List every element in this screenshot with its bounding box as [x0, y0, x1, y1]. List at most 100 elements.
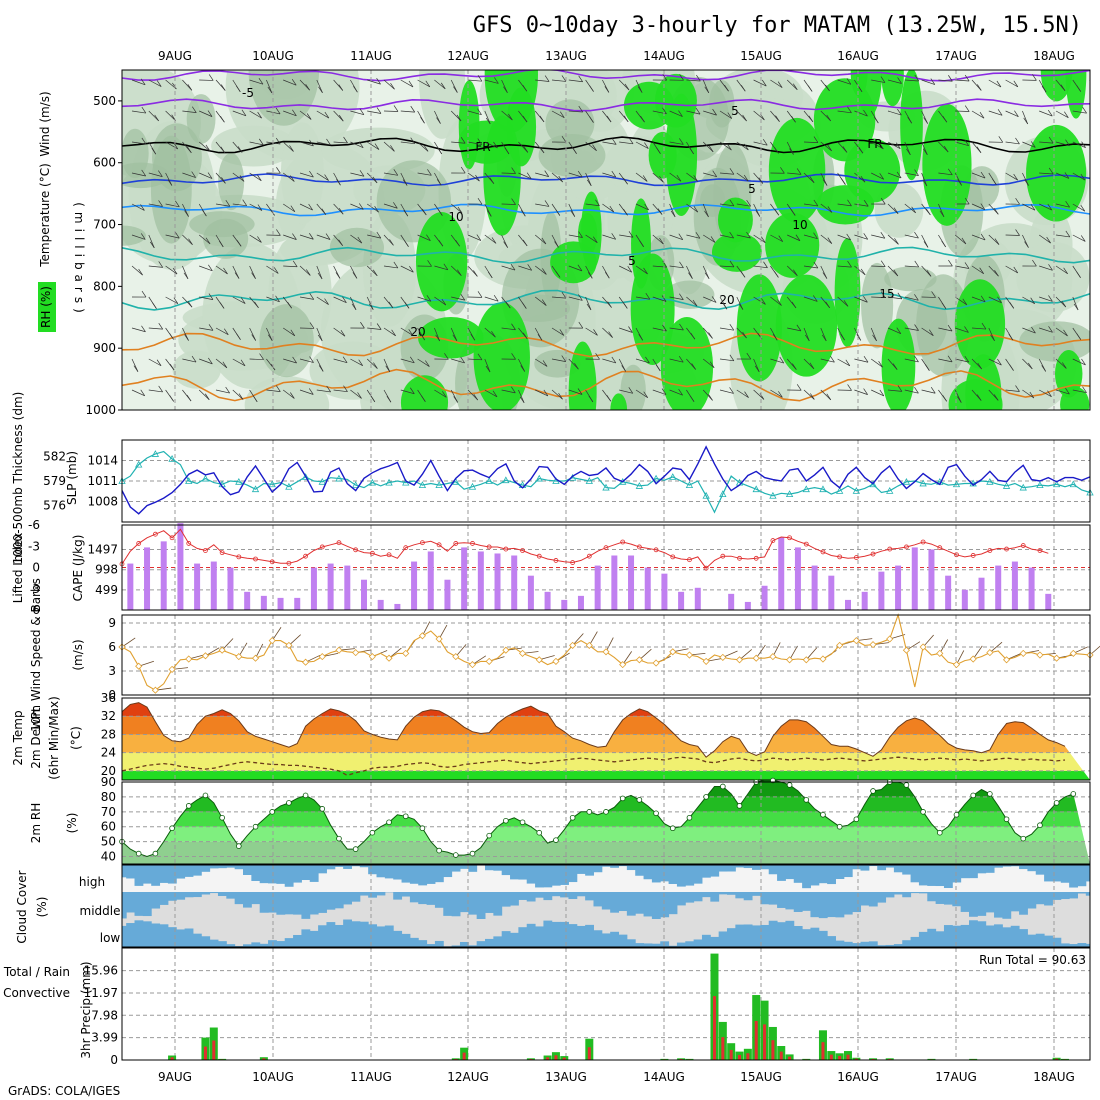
precip-conv-bar	[779, 1051, 783, 1060]
upper-wind-barb	[141, 290, 147, 298]
upper-wind-barb	[519, 396, 525, 403]
slp-tick: 1014	[87, 454, 118, 468]
cloud-high-bar	[1060, 865, 1070, 883]
wind-speed-point	[502, 646, 510, 654]
lifted-index-point	[386, 552, 392, 558]
rh-region-green	[568, 341, 597, 410]
upper-wind-barb	[165, 141, 178, 150]
cloud-high-bar	[259, 865, 269, 884]
cape-bar	[494, 553, 501, 610]
upper-wind-barb	[457, 269, 462, 276]
upper-wind-barb	[484, 141, 498, 149]
cape-bar	[210, 561, 217, 610]
cloud-high-bar	[1010, 865, 1020, 867]
rh-region-green	[922, 103, 972, 226]
upper-wind-barb	[534, 265, 547, 275]
wind-speed-point	[151, 686, 159, 694]
upper-wind-barb	[221, 177, 226, 184]
upper-wind-barb	[511, 167, 516, 174]
upper-wind-barb	[577, 388, 583, 395]
thickness-point	[919, 479, 927, 487]
upper-wind-barb	[813, 261, 819, 269]
upper-wind-barb	[787, 327, 801, 332]
upper-wind-barb	[372, 269, 378, 276]
lifted-index-point	[336, 540, 342, 546]
upper-wind-barb	[837, 358, 850, 367]
upper-wind-barb	[642, 175, 648, 182]
cloud-middle-bar	[752, 892, 761, 896]
upper-wind-barb	[686, 110, 701, 115]
cloud-middle-bar	[209, 892, 219, 894]
cloud-low-bar	[560, 921, 569, 947]
upper-wind-barb	[820, 141, 832, 152]
thickness-point	[652, 474, 660, 482]
upper-wind-barb	[1089, 141, 1090, 143]
upper-wind-barb	[962, 298, 968, 306]
cloud-high-bar	[918, 865, 928, 886]
upper-wind-barb	[693, 175, 698, 182]
upper-wind-barb	[561, 291, 567, 299]
upper-wind-barb	[696, 74, 701, 82]
cloud-middle-bar	[785, 892, 795, 910]
thickness-tick: 582	[43, 449, 66, 463]
lifted-index-point	[870, 551, 876, 557]
cloud-high-bar	[526, 865, 536, 884]
upper-wind-barb	[148, 172, 163, 177]
upper-wind-barb	[703, 172, 717, 178]
upper-wind-barb	[383, 234, 394, 246]
upper-wind-barb	[947, 324, 953, 332]
upper-wind-barb	[948, 75, 953, 82]
upper-wind-barb	[971, 110, 985, 119]
upper-wind-barb	[976, 146, 982, 153]
lifted-index-point	[853, 555, 859, 560]
thickness-point	[785, 490, 794, 498]
upper-wind-barb	[602, 141, 617, 145]
date-label-bottom: 9AUG	[158, 1070, 192, 1084]
upper-wind-barb	[719, 172, 734, 175]
upper-wind-barb	[551, 296, 566, 299]
upper-wind-barb	[587, 272, 593, 279]
upper-wind-barb	[165, 203, 180, 208]
upper-wind-barb	[393, 105, 399, 112]
upper-wind-barb	[774, 147, 779, 154]
upper-wind-barb	[473, 393, 479, 401]
rh2m-point	[786, 782, 793, 788]
rh2m-point	[903, 782, 910, 788]
thickness-point	[468, 482, 477, 490]
lifted-index-point	[553, 558, 559, 563]
precip-conv-bar	[821, 1042, 825, 1060]
cloud-middle-bar	[476, 892, 486, 919]
cape-bar	[961, 589, 968, 610]
upper-wind-barb	[820, 358, 835, 363]
rh2m-point	[135, 850, 142, 857]
wind-speed-point	[185, 655, 193, 663]
cloud-middle-bar	[1010, 892, 1020, 912]
upper-wind-barb	[316, 79, 323, 93]
rh2m-point	[970, 792, 976, 799]
cloud-middle-bar	[601, 892, 611, 910]
upper-wind-barb	[923, 148, 928, 155]
upper-wind-barb	[578, 105, 584, 113]
cape-bar	[294, 597, 301, 610]
upper-wind-barb	[359, 203, 364, 210]
upper-wind-barb	[1005, 234, 1020, 236]
cloud-low-bar	[635, 943, 645, 947]
lifted-index-point	[737, 555, 742, 561]
upper-wind-barb	[955, 327, 969, 333]
upper-wind-barb	[156, 80, 162, 87]
cloud-middle-bar	[818, 892, 828, 919]
upper-wind-barb	[158, 385, 163, 393]
upper-wind-barb	[955, 358, 969, 363]
upper-wind-barb	[158, 170, 163, 177]
upper-wind-barb	[896, 327, 902, 334]
cape-bar	[661, 573, 668, 610]
rh2m-point	[953, 811, 960, 818]
upper-wind-barb	[511, 323, 516, 330]
cloud-middle-bar	[192, 892, 202, 898]
upper-wind-barb	[154, 114, 159, 122]
upper-wind-barb	[964, 139, 969, 146]
upper-wind-barb	[621, 365, 626, 372]
upper-wind-barb	[202, 209, 207, 217]
upper-wind-barb	[236, 333, 241, 340]
rh-region	[504, 294, 571, 323]
